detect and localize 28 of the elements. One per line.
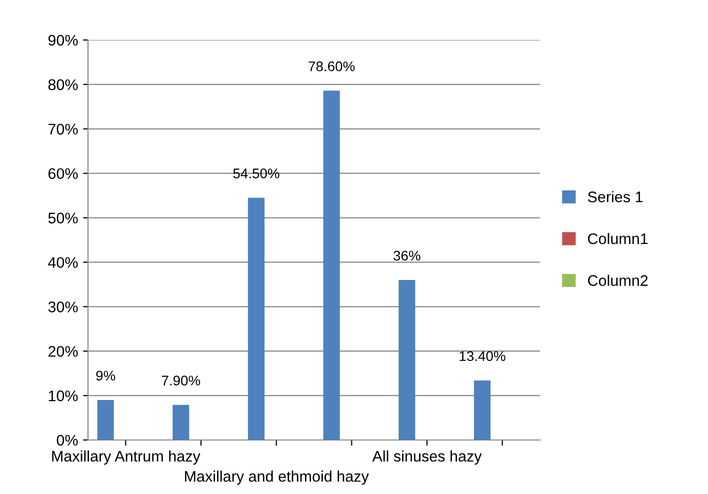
legend-label: Column1 xyxy=(588,232,648,244)
y-tick-label: 70% xyxy=(48,124,78,135)
y-tick-label: 50% xyxy=(48,212,78,224)
x-tick-label: Maxillary Antrum hazy xyxy=(52,450,200,465)
bar xyxy=(323,90,340,440)
y-tick-label: 40% xyxy=(48,257,78,268)
bar xyxy=(248,198,265,440)
y-tick-label: 10% xyxy=(48,390,78,402)
legend-label: Column2 xyxy=(588,274,648,286)
bar xyxy=(474,380,491,440)
data-label: 54.50% xyxy=(233,168,280,178)
data-label: 78.60% xyxy=(308,61,355,72)
bar xyxy=(172,404,190,440)
y-tick-label: 30% xyxy=(48,302,78,312)
bar xyxy=(398,280,416,440)
x-tick-label: Maxillary and ethmoid hazy xyxy=(185,470,369,485)
y-tick-label: 60% xyxy=(48,168,78,180)
data-label: 9% xyxy=(96,370,116,381)
y-tick-label: 20% xyxy=(48,346,78,357)
x-tick-label: All sinuses hazy xyxy=(372,450,482,465)
data-label: 7.90% xyxy=(162,376,200,386)
y-tick-label: 90% xyxy=(48,34,78,46)
legend-label: Series 1 xyxy=(588,191,643,202)
data-label: 13.40% xyxy=(460,351,506,362)
y-tick-label: 0% xyxy=(56,434,78,446)
y-tick-label: 80% xyxy=(48,79,78,90)
bar xyxy=(97,400,114,440)
data-label: 36% xyxy=(394,250,420,261)
